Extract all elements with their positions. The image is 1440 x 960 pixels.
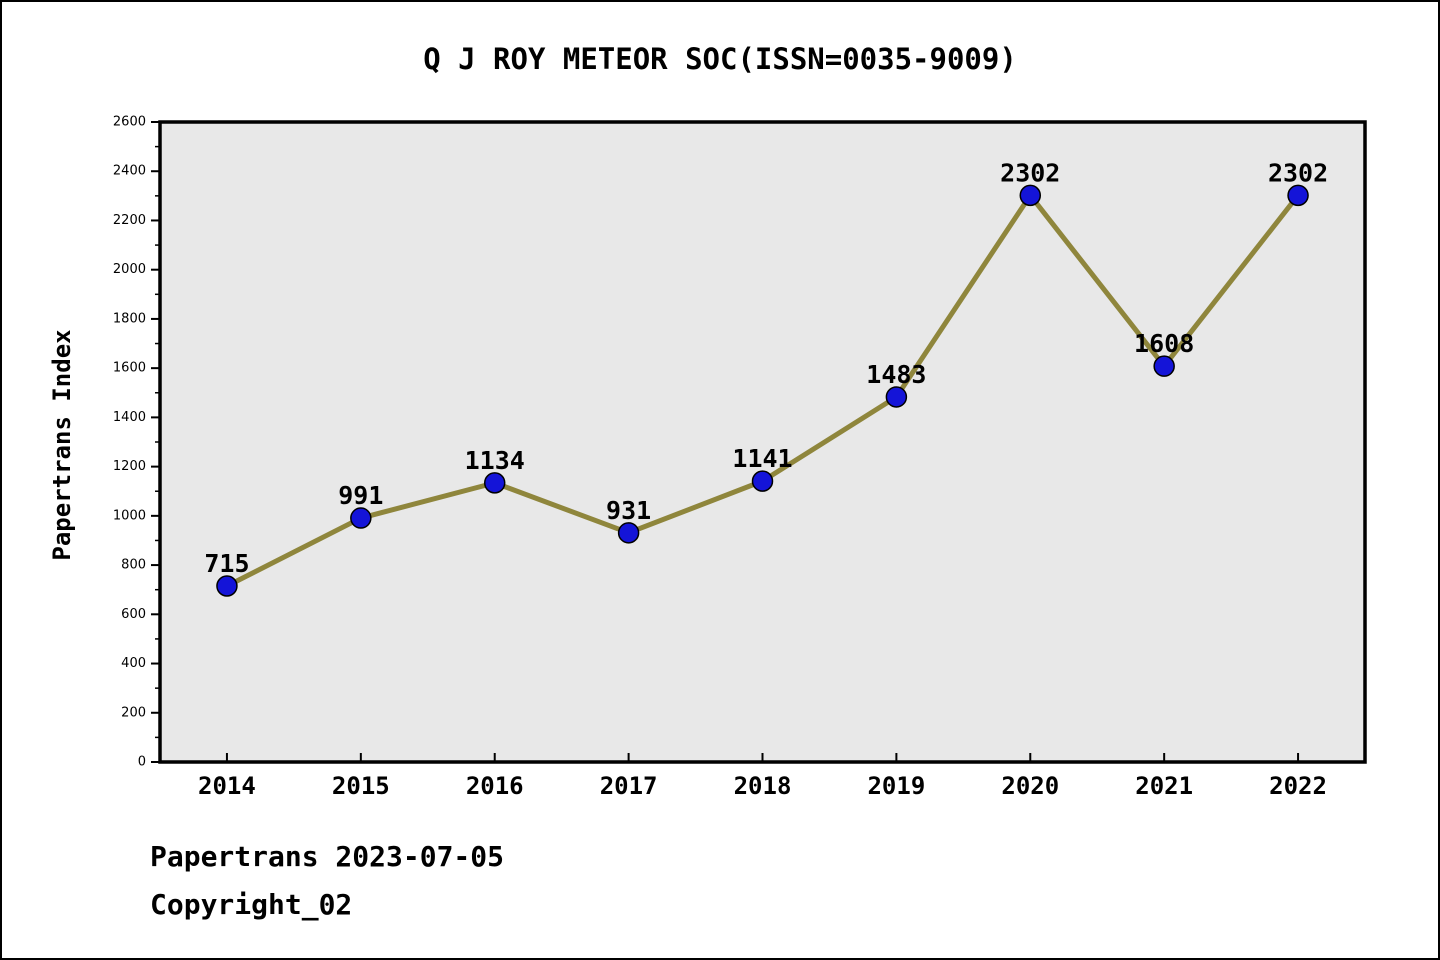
y-tick-label: 1800 <box>113 311 146 326</box>
plot-background <box>160 122 1365 762</box>
data-point-label-2014: 715 <box>204 549 249 578</box>
data-point-2016 <box>483 472 506 494</box>
chart-title: Q J ROY METEOR SOC(ISSN=0035-9009) <box>423 42 1017 76</box>
data-point-label-2019: 1483 <box>866 360 926 389</box>
data-point-label-2015: 991 <box>338 481 383 510</box>
y-tick-label: 0 <box>138 755 146 770</box>
x-tick-label: 2017 <box>600 772 658 800</box>
x-tick-label: 2020 <box>1001 772 1059 800</box>
data-point-2019 <box>885 386 908 408</box>
data-point-label-2022: 2302 <box>1268 158 1328 187</box>
data-point-label-2016: 1134 <box>465 446 525 475</box>
data-point-2018 <box>751 470 774 492</box>
x-tick-label: 2016 <box>466 772 524 800</box>
y-tick-label: 2600 <box>113 115 146 130</box>
y-tick-label: 400 <box>121 656 146 671</box>
x-tick-label: 2014 <box>198 772 256 800</box>
watermark-copyright-text: Copyright_02 <box>150 888 353 921</box>
y-tick-label: 1400 <box>113 410 146 425</box>
y-tick-label: 600 <box>121 607 146 622</box>
y-tick-label: 200 <box>121 705 146 720</box>
data-point-label-2021: 1608 <box>1134 329 1194 358</box>
data-point-2015 <box>350 507 372 529</box>
y-tick-label: 1600 <box>113 361 146 376</box>
x-tick-label: 2015 <box>332 772 390 800</box>
y-tick-label: 1000 <box>113 508 146 523</box>
x-tick-label: 2018 <box>734 772 792 800</box>
data-point-2020 <box>1019 184 1042 207</box>
x-tick-label: 2021 <box>1135 772 1193 800</box>
plot-frame <box>158 120 1367 764</box>
data-point-2017 <box>617 522 640 544</box>
y-tick-label: 2400 <box>113 164 146 179</box>
data-point-label-2018: 1141 <box>732 444 792 473</box>
y-tick-label: 1200 <box>113 459 146 474</box>
data-point-label-2020: 2302 <box>1000 158 1060 187</box>
x-tick-label: 2019 <box>867 772 925 800</box>
y-tick-label: 2200 <box>113 213 146 228</box>
data-point-2021 <box>1153 355 1175 377</box>
data-point-2014 <box>216 575 238 597</box>
data-point-2022 <box>1287 184 1309 207</box>
x-tick-label: 2022 <box>1269 772 1327 800</box>
y-tick-label: 800 <box>121 558 146 573</box>
data-point-label-2017: 931 <box>606 496 651 525</box>
watermark-date-text: Papertrans 2023-07-05 <box>150 840 505 873</box>
y-tick-label: 2000 <box>113 262 146 277</box>
